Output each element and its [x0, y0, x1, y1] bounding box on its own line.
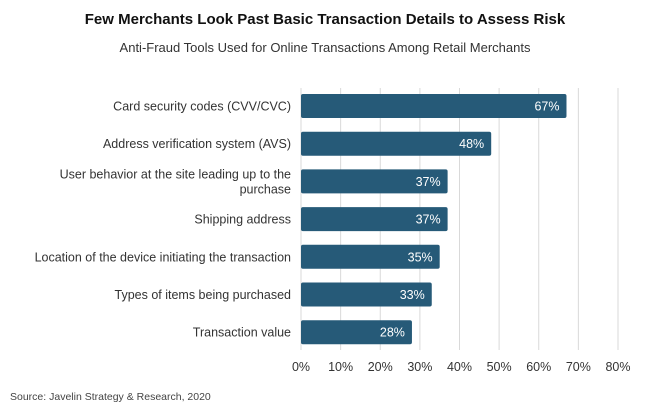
x-tick-label: 60%: [526, 360, 551, 374]
category-label: Address verification system (AVS): [103, 137, 291, 151]
x-axis-ticks: 0% 10% 20% 30% 40% 50% 60% 70% 80%: [292, 360, 631, 374]
x-tick-label: 40%: [447, 360, 472, 374]
bar: [301, 207, 448, 232]
x-tick-label: 10%: [328, 360, 353, 374]
bar: [301, 282, 432, 307]
bar: [301, 94, 567, 118]
x-tick-label: 30%: [407, 360, 432, 374]
bar: [301, 169, 448, 194]
bar-value-label: 35%: [408, 250, 433, 264]
bar-value-label: 33%: [400, 288, 425, 302]
category-label: Location of the device initiating the tr…: [35, 250, 291, 264]
chart-title: Few Merchants Look Past Basic Transactio…: [84, 11, 566, 28]
source-note: Source: Javelin Strategy & Research, 202…: [10, 391, 211, 403]
bar: [301, 131, 492, 156]
x-tick-label: 0%: [292, 360, 310, 374]
x-tick-label: 80%: [605, 360, 630, 374]
category-label: User behavior at the site leading up to …: [60, 167, 291, 181]
category-label: Card security codes (CVV/CVC): [113, 100, 291, 114]
bar-value-label: 67%: [534, 100, 559, 114]
category-label: Types of items being purchased: [115, 288, 292, 302]
bar-value-label: 28%: [380, 326, 405, 340]
category-label: Shipping address: [194, 213, 291, 227]
bars: 67% 48% 37% 37% 35% 33% 28%: [301, 94, 567, 345]
category-label: purchase: [240, 182, 291, 196]
category-labels: Card security codes (CVV/CVC) Address ver…: [35, 100, 291, 340]
bar-value-label: 37%: [416, 175, 441, 189]
bar-value-label: 48%: [459, 137, 484, 151]
x-tick-label: 70%: [566, 360, 591, 374]
bar: [301, 320, 412, 345]
bar: [301, 244, 440, 269]
bar-value-label: 37%: [416, 213, 441, 227]
chart-subtitle: Anti-Fraud Tools Used for Online Transac…: [119, 40, 531, 55]
category-label: Transaction value: [193, 326, 291, 340]
x-tick-label: 50%: [487, 360, 512, 374]
x-tick-label: 20%: [368, 360, 393, 374]
